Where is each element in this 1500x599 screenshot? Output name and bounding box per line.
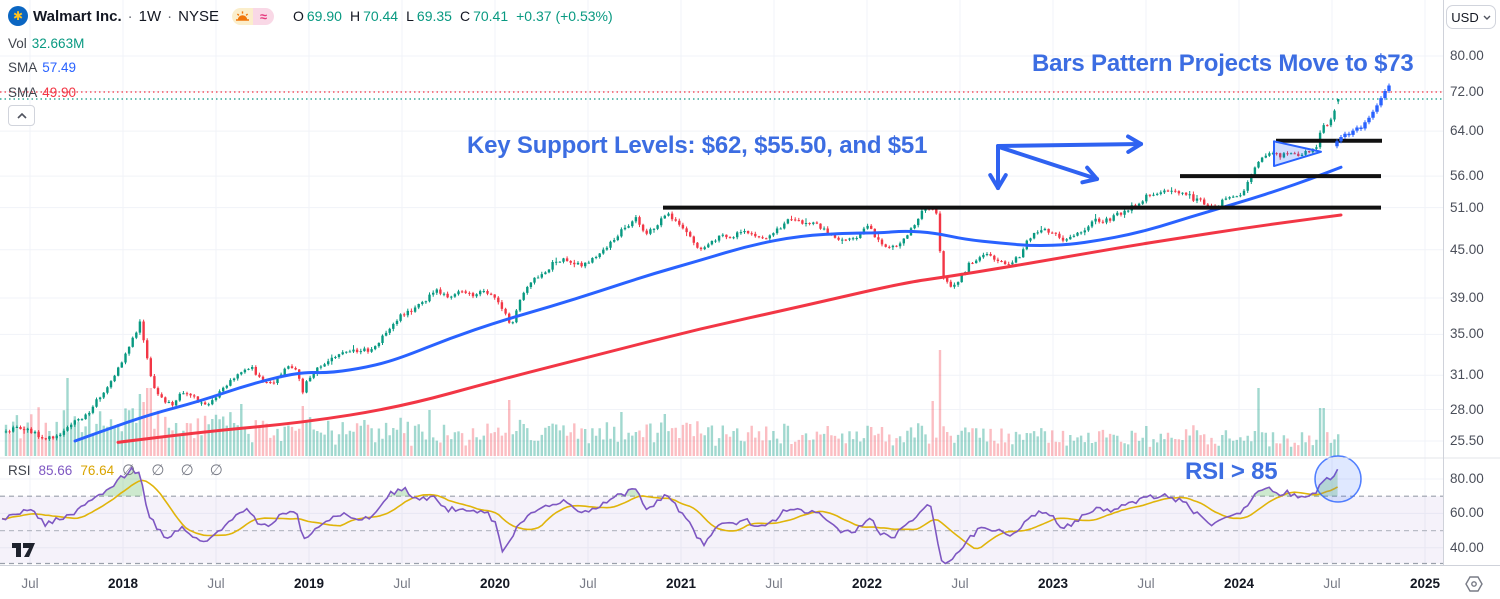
projected-bars-pattern [1335,85,1391,147]
symbol-title[interactable]: Walmart Inc. [33,7,122,25]
time-axis-label: Jul [207,576,225,591]
ohlc-readout: O 69.90 H 70.44 L 69.35 C 70.41 +0.37 (+0.53… [293,8,618,24]
down-wicks [9,124,1328,441]
market-status-badges[interactable]: ≈ [232,7,274,25]
rsi-empty-values: ∅ ∅ ∅ ∅ [122,462,229,479]
open-value: 69.90 [306,8,342,24]
rsi-highlight-circle [1314,455,1362,503]
close-label: C [459,8,471,24]
sma-slow-line [116,213,1343,444]
projected-bars-wicks [1336,83,1390,149]
price-axis-label: 31.00 [1450,367,1484,383]
volume-up-bars [4,378,1340,456]
price-axis-label: 72.00 [1450,83,1484,99]
separator-dot: · [167,7,173,25]
time-axis-label: 2019 [293,576,325,591]
rsi-value: 85.66 [38,462,73,478]
price-axis-label: 56.00 [1450,168,1484,184]
currency-label: USD [1451,9,1479,25]
arrow-drawings [988,134,1143,190]
price-axis-label: 39.00 [1450,289,1484,305]
price-axis-label: 28.00 [1450,401,1484,417]
rsi-axis-label: 40.00 [1450,539,1484,555]
rsi-ma-value: 76.64 [80,462,115,478]
rsi-legend-row[interactable]: RSI 85.66 76.64 ∅ ∅ ∅ ∅ [8,461,229,479]
rsi-line [1,466,1339,565]
price-axis-label: 45.00 [1450,241,1484,257]
high-label: H [349,8,361,24]
high-value: 70.44 [363,8,399,24]
rsi-pane [0,466,1443,565]
rsi-axis-label: 80.00 [1450,471,1484,486]
exchange-label[interactable]: NYSE [178,7,219,25]
close-value: 70.41 [473,8,509,24]
pane-collapse-button[interactable] [8,105,35,126]
walmart-logo-icon: ✱ [8,6,28,26]
tradingview-logo[interactable] [10,540,40,565]
time-axis-label: 2018 [107,576,139,591]
sma-slow-label: SMA [8,85,38,100]
volume-legend-row[interactable]: Vol 32.663M [8,36,84,51]
time-axis-label: Jul [393,576,411,591]
time-axis-label: 2025 [1409,576,1441,591]
premarket-sunrise-icon[interactable] [232,7,253,25]
sma-fast-line [73,165,1343,443]
volume-value: 32.663M [31,36,85,51]
low-value: 69.35 [416,8,452,24]
annotation-bars-pattern[interactable]: Bars Pattern Projects Move to $73 [1032,50,1414,77]
time-axis-label: 2022 [851,576,883,591]
time-axis-label: 2021 [665,576,697,591]
time-axis-label: Jul [951,576,969,591]
annotation-rsi-note[interactable]: RSI > 85 [1185,458,1278,485]
price-axis-label: 51.00 [1450,199,1484,215]
annotation-key-supports[interactable]: Key Support Levels: $62, $55.50, and $51 [467,132,928,159]
tradingview-logo-icon [12,543,35,557]
sma-fast-legend-row[interactable]: SMA 57.49 [8,60,76,75]
time-axis-label: Jul [21,576,39,591]
rsi-overbought-fill [1308,469,1338,497]
time-axis-label: Jul [1137,576,1155,591]
sma-fast-label: SMA [8,60,38,75]
delayed-data-icon[interactable]: ≈ [253,7,274,25]
price-axis-label: 25.50 [1450,433,1484,448]
change-value: +0.37 (+0.53%) [516,8,613,24]
timezone-settings-icon[interactable] [1464,576,1484,595]
volume-label: Vol [8,36,27,51]
time-axis-label: Jul [1323,576,1341,591]
time-axis-label: 2023 [1037,576,1069,591]
time-axis-label: Jul [579,576,597,591]
interval-label[interactable]: 1W [138,7,162,25]
symbol-legend-row[interactable]: ✱ Walmart Inc. · 1W · NYSE ≈ O 69.90 H 70.… [8,6,618,26]
main-pane [0,83,1443,456]
time-axis-label: Jul [765,576,783,591]
separator-dot: · [127,7,133,25]
time-axis-label: 2020 [479,576,511,591]
sma-slow-legend-row[interactable]: SMA 49.90 [8,85,76,100]
price-axis-label: 64.00 [1450,123,1484,139]
rsi-label: RSI [8,462,31,478]
rsi-overbought-fill [617,488,640,497]
open-label: O [293,8,304,24]
low-label: L [406,8,414,24]
price-axis-label: 80.00 [1450,48,1484,64]
chevron-down-icon [1483,15,1491,20]
pennant-drawing [1273,140,1322,168]
down-bodies [8,125,1329,440]
time-axis-label: 2024 [1223,576,1255,591]
rsi-axis-label: 60.00 [1450,505,1484,521]
sma-fast-value: 57.49 [42,60,77,75]
rsi-overbought-fill [99,467,143,497]
sma-slow-value: 49.90 [42,85,77,100]
currency-dropdown[interactable]: USD [1446,5,1496,29]
price-axis-label: 35.00 [1450,326,1484,342]
